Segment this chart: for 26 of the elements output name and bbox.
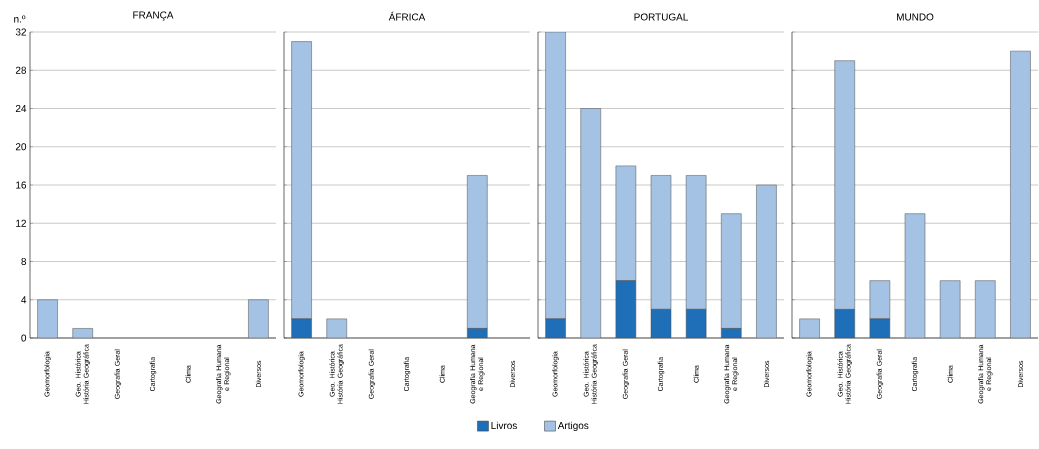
bar [467, 175, 488, 329]
bar [756, 184, 777, 338]
y-tick-label: 16 [16, 181, 27, 189]
y-axis-title: n.º [14, 15, 26, 23]
bar [580, 108, 601, 338]
bar [939, 280, 961, 338]
bar [1010, 50, 1031, 338]
y-tick-label: 0 [21, 334, 27, 342]
bar [834, 60, 855, 310]
bar [291, 41, 312, 320]
y-tick-label: 32 [15, 28, 26, 36]
bar [975, 280, 996, 338]
bar [721, 213, 742, 329]
y-tick-label: 20 [15, 143, 27, 151]
legend-label: Livros [491, 421, 517, 430]
y-tick-label: 4 [21, 296, 27, 304]
y-tick-label: 8 [21, 257, 27, 266]
chart-title: PORTUGAL [634, 13, 688, 21]
chart-title: MUNDO [897, 13, 934, 21]
bar [545, 32, 566, 320]
y-tick-label: 24 [15, 105, 27, 112]
y-tick-label: 12 [16, 219, 26, 227]
chart-title: ÁFRICA [388, 11, 426, 21]
legend-label: Artigos [557, 421, 589, 432]
y-tick-label: 28 [15, 66, 27, 74]
chart-title: FRANÇA [133, 11, 174, 21]
